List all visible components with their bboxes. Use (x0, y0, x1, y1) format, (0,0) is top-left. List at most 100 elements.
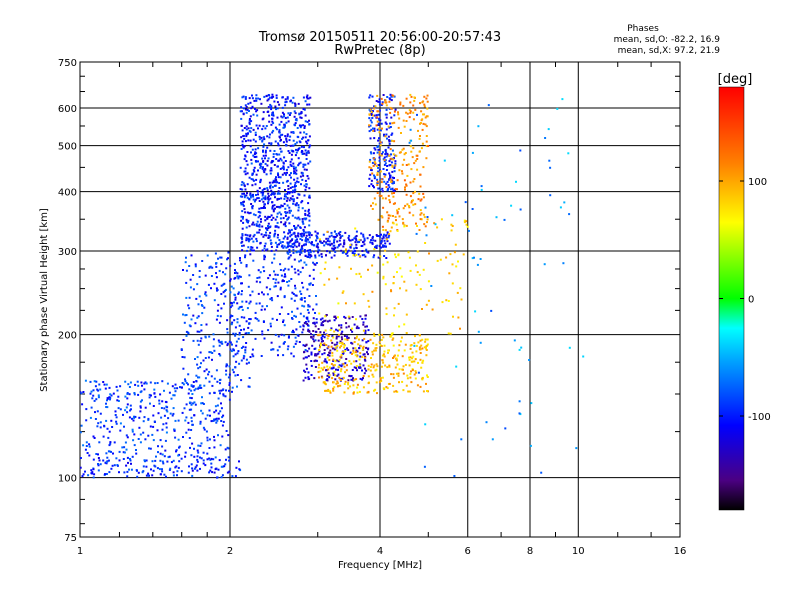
data-point (291, 331, 294, 334)
data-point (249, 196, 252, 199)
data-point (425, 349, 428, 351)
data-point (178, 445, 181, 448)
data-point (309, 160, 312, 163)
data-point (167, 417, 170, 420)
data-point (480, 185, 483, 188)
data-point (303, 297, 306, 299)
data-point (250, 120, 253, 123)
data-point (242, 95, 245, 98)
data-point (299, 290, 302, 293)
data-point (381, 190, 384, 193)
data-point (297, 136, 300, 139)
data-point (417, 129, 419, 132)
data-point (188, 265, 191, 267)
data-point (293, 314, 296, 317)
data-point (288, 211, 291, 214)
data-point (382, 336, 385, 339)
data-point (197, 343, 200, 346)
data-point (320, 338, 323, 341)
data-point (343, 315, 346, 318)
data-point (384, 135, 387, 138)
data-point (288, 249, 291, 252)
data-point (276, 273, 279, 276)
data-point (456, 291, 459, 294)
data-point (235, 271, 237, 274)
data-point (340, 326, 343, 329)
data-point (226, 328, 229, 331)
data-point (355, 254, 357, 256)
data-point (372, 256, 375, 259)
data-point (287, 244, 290, 247)
data-point (339, 231, 342, 233)
data-point (341, 377, 344, 380)
data-point (225, 369, 228, 372)
data-point (241, 181, 244, 184)
data-point (288, 139, 291, 142)
data-point (344, 338, 347, 341)
data-point (304, 356, 307, 359)
data-point (93, 437, 96, 439)
data-point (306, 288, 309, 291)
data-point (323, 320, 326, 323)
data-point (398, 169, 401, 172)
data-point (286, 348, 289, 351)
data-point (282, 162, 285, 165)
data-point (284, 211, 287, 214)
data-point (284, 207, 287, 210)
data-point (122, 458, 125, 460)
data-point (332, 374, 335, 376)
data-point (409, 93, 412, 96)
data-point (266, 159, 269, 162)
data-point (236, 302, 239, 305)
data-point (256, 109, 259, 112)
data-point (391, 165, 394, 168)
data-point (309, 96, 312, 99)
data-point (288, 256, 291, 259)
data-point (244, 140, 247, 143)
data-point (513, 339, 516, 342)
data-point (272, 111, 274, 114)
data-point (293, 170, 296, 173)
data-point (262, 125, 265, 128)
data-point (328, 354, 331, 357)
data-point (276, 181, 279, 184)
data-point (224, 273, 227, 276)
data-point (156, 429, 159, 432)
data-point (238, 333, 241, 336)
data-point (271, 113, 273, 116)
data-point (471, 208, 474, 210)
data-point (275, 153, 278, 155)
data-point (213, 471, 216, 474)
data-point (308, 224, 311, 227)
data-point (372, 239, 375, 242)
data-point (252, 138, 255, 141)
data-point (188, 296, 191, 299)
data-point (399, 287, 401, 290)
data-point (390, 153, 392, 156)
data-point (198, 295, 201, 298)
data-point (290, 297, 293, 300)
data-point (393, 192, 395, 194)
data-point (337, 368, 339, 371)
data-point (242, 107, 245, 110)
data-point (376, 171, 379, 174)
data-point (318, 349, 320, 351)
data-point (290, 265, 293, 268)
data-point (285, 199, 288, 202)
data-point (411, 351, 414, 354)
data-point (321, 368, 324, 371)
data-point (254, 337, 257, 340)
data-point (109, 398, 111, 401)
data-point (324, 358, 327, 361)
data-point (184, 378, 186, 381)
data-point (291, 186, 294, 188)
data-point (416, 168, 419, 171)
data-point (255, 124, 258, 127)
data-point (424, 116, 427, 119)
data-point (528, 359, 531, 361)
data-point (276, 107, 279, 110)
data-point (277, 226, 280, 229)
colorbar (718, 86, 745, 511)
data-point (259, 166, 262, 169)
data-point (309, 144, 312, 147)
